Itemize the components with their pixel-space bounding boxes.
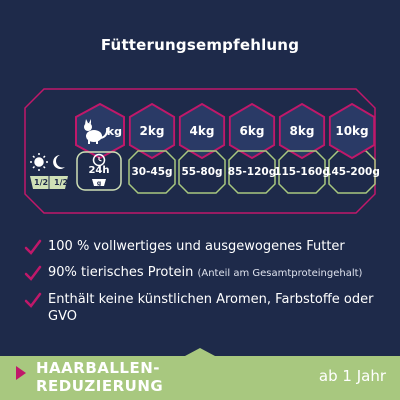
page-title: Fütterungsempfehlung — [100, 36, 300, 54]
check-icon — [24, 265, 42, 281]
cat-weight-hexagon: kg — [74, 102, 126, 160]
age-label: ab 1 Jahr — [318, 367, 386, 385]
portion-label: 115- 160g — [274, 150, 330, 194]
portion-max: 160g — [300, 166, 330, 178]
weight-hexagon: 6kg — [228, 102, 276, 160]
bowl-icon — [92, 179, 106, 186]
benefits-list: 100 % vollwertiges und ausgewogenes Futt… — [24, 238, 384, 334]
list-item: Enthält keine künstlichen Aromen, Farbst… — [24, 291, 384, 325]
chevron-right-icon — [16, 366, 26, 380]
portion-min: 30- — [131, 166, 151, 178]
portion-min: 85- — [227, 166, 247, 178]
portion-label: 85- 120g — [228, 150, 276, 194]
footer-banner: HAARBALLEN- REDUZIERUNG ab 1 Jahr — [0, 348, 400, 400]
bullet-text: Enthält keine künstlichen Aromen, Farbst… — [48, 292, 374, 324]
weight-label: 10kg — [335, 124, 369, 138]
feeding-table-frame — [24, 88, 376, 214]
cat-icon — [84, 119, 109, 144]
portion-max: 200g — [350, 166, 380, 178]
tag-line-2: REDUZIERUNG — [36, 377, 164, 395]
bullet-note: (Anteil am Gesamtproteingehalt) — [197, 268, 363, 279]
portion-label: 30- 45g — [128, 150, 176, 194]
portion-box: 30- 45g — [128, 150, 176, 194]
tag-label: HAARBALLEN- REDUZIERUNG — [36, 359, 163, 395]
weight-label: 6kg — [239, 124, 265, 138]
half-portion-night: 1/2 — [54, 178, 69, 187]
portion-min: 55- — [181, 166, 201, 178]
weight-hexagon: 8kg — [278, 102, 326, 160]
portion-label: 145- 200g — [324, 150, 380, 194]
sun-icon — [30, 153, 48, 171]
cat-unit-label: kg — [106, 124, 122, 138]
weight-hexagon: 4kg — [178, 102, 226, 160]
weight-hexagon: 2kg — [128, 102, 176, 160]
portion-label: 55- 80g — [178, 150, 226, 194]
bullet-text: 90% tierisches Protein — [48, 265, 198, 280]
check-icon — [24, 239, 42, 255]
list-item: 90% tierisches Protein (Anteil am Gesamt… — [24, 264, 384, 282]
weight-hexagon: 10kg — [328, 102, 376, 160]
portion-max: 45g — [150, 166, 173, 178]
svg-text:g: g — [97, 180, 101, 187]
weight-label: 8kg — [289, 124, 315, 138]
portion-min: 145- — [324, 166, 351, 178]
portion-box: 55- 80g — [178, 150, 226, 194]
daily-amount-icon: g 24h — [74, 150, 124, 192]
half-portion-day: 1/2 — [34, 178, 49, 187]
portion-min: 115- — [274, 166, 301, 178]
weight-label: 2kg — [139, 124, 165, 138]
portion-box: 85- 120g — [228, 150, 276, 194]
portion-max: 80g — [200, 166, 223, 178]
clock-label: 24h — [88, 165, 110, 176]
portion-max: 120g — [246, 166, 277, 178]
portion-box: 115- 160g — [274, 150, 330, 194]
day-night-icon — [28, 152, 70, 192]
notch-shape — [185, 348, 215, 356]
tag-line-1: HAARBALLEN- — [36, 359, 161, 377]
clock-icon — [92, 153, 106, 167]
portion-box: 145- 200g — [324, 150, 380, 194]
moon-icon — [53, 155, 65, 169]
list-item: 100 % vollwertiges und ausgewogenes Futt… — [24, 238, 384, 255]
bullet-text: 100 % vollwertiges und ausgewogenes Futt… — [48, 239, 345, 254]
check-icon — [24, 292, 42, 308]
weight-label: 4kg — [189, 124, 215, 138]
tag-background — [0, 356, 170, 400]
